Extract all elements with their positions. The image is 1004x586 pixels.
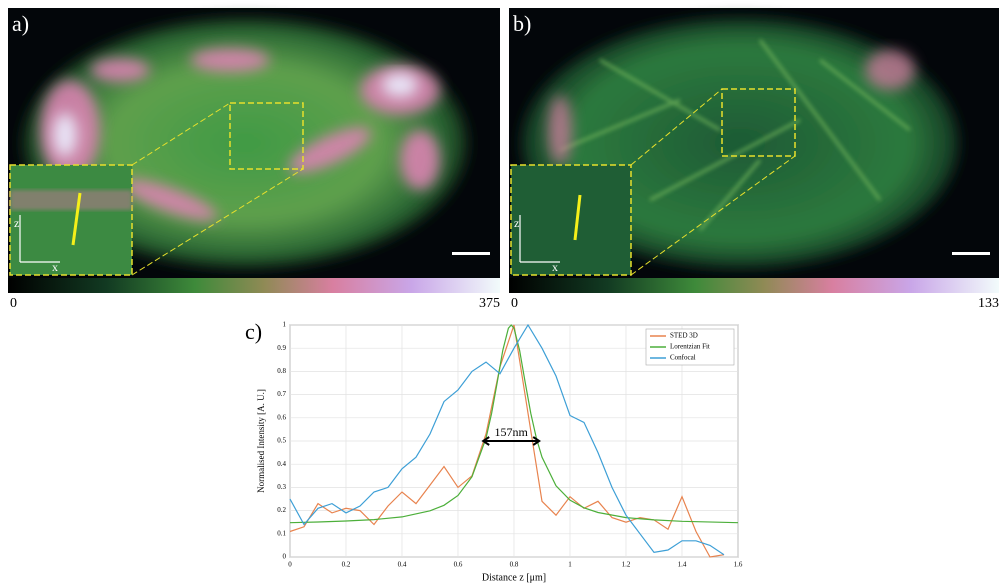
colorbar-min: 0 — [10, 296, 17, 311]
panel-label: c) — [245, 319, 262, 344]
x-tick-label: 1.4 — [678, 561, 687, 569]
y-tick-label: 0.4 — [277, 460, 286, 468]
axis-name: z — [14, 216, 19, 230]
axis-name: x — [552, 260, 558, 274]
x-axis-label: Distance z [μm] — [482, 572, 546, 583]
x-tick-label: 0.8 — [510, 561, 519, 569]
y-tick-label: 0.9 — [277, 344, 286, 352]
panel-label: a) — [12, 11, 29, 36]
colorbar-max: 375 — [479, 296, 500, 311]
series-line — [289, 323, 725, 556]
series-line — [289, 324, 739, 524]
axis-name: z — [514, 216, 519, 230]
y-tick-label: 0 — [283, 553, 287, 561]
y-tick-label: 0.1 — [277, 529, 286, 537]
legend-label: Lorentzian Fit — [670, 343, 710, 351]
y-tick-label: 0.2 — [277, 506, 286, 514]
x-tick-label: 0 — [288, 561, 292, 569]
y-tick-label: 0.6 — [277, 413, 286, 421]
x-tick-label: 1.6 — [734, 561, 743, 569]
image-b — [509, 8, 999, 293]
image-a — [8, 8, 500, 293]
x-tick-label: 1.2 — [622, 561, 631, 569]
y-tick-label: 0.8 — [277, 367, 286, 375]
y-tick-label: 0.7 — [277, 390, 286, 398]
y-tick-label: 1 — [283, 321, 287, 329]
x-tick-label: 0.6 — [454, 561, 463, 569]
colorbar-min: 0 — [511, 296, 518, 311]
annotation: 157nm — [495, 425, 529, 439]
x-tick-label: 0.4 — [398, 561, 407, 569]
y-axis-label: Normalised Intensity [A. U.] — [256, 389, 266, 493]
legend-label: Confocal — [670, 354, 696, 362]
y-tick-label: 0.3 — [277, 483, 286, 491]
y-tick-label: 0.5 — [277, 437, 286, 445]
axis-name: x — [52, 260, 58, 274]
colorbar-max: 133 — [978, 296, 999, 311]
x-tick-label: 0.2 — [342, 561, 351, 569]
x-tick-label: 1 — [568, 561, 572, 569]
annotation-arrow — [481, 436, 542, 446]
legend-label: STED 3D — [670, 332, 698, 340]
panel-label: b) — [513, 11, 531, 36]
